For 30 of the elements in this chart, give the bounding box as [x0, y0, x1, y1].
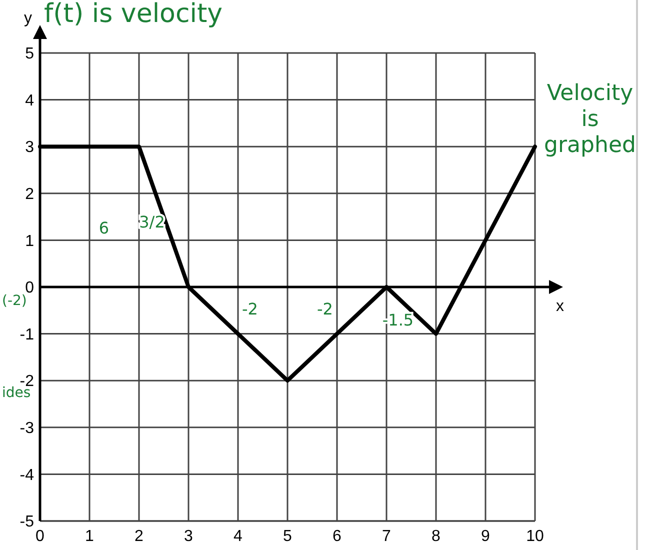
y-tick-label: 1	[25, 232, 34, 250]
text: (-2)	[2, 293, 27, 309]
x-tick-label: 6	[332, 528, 342, 545]
y-axis-title: y	[24, 10, 32, 27]
chart-title: f(t) is velocity	[44, 0, 223, 29]
x-tick-label: 8	[432, 528, 441, 545]
x-axis-title: x	[556, 298, 564, 315]
x-tick-label: 4	[234, 528, 243, 545]
y-tick-label: 3	[25, 139, 34, 156]
annotation: 3/2	[139, 212, 165, 232]
annotation: -2	[242, 300, 258, 319]
x-tick-label: 7	[382, 528, 392, 545]
x-tick-label: 1	[85, 528, 94, 545]
y-tick-label: -4	[20, 466, 34, 484]
y-tick-label: -5	[20, 514, 34, 531]
y-tick-label: -3	[20, 420, 34, 437]
x-tick-label: 10	[526, 528, 544, 545]
text: Velocity is graphed	[544, 81, 636, 158]
x-tick-label: 3	[184, 528, 194, 545]
y-tick-label: 0	[25, 280, 34, 297]
x-tick-label: 9	[481, 528, 490, 545]
y-tick-label: -1	[20, 326, 34, 344]
x-tick-label: 2	[134, 528, 144, 545]
x-tick-label: 5	[283, 528, 292, 545]
y-tick-label: 2	[25, 186, 34, 203]
y-tick-label: 4	[25, 92, 34, 110]
y-tick-label: 5	[25, 46, 34, 63]
annotation: 6	[98, 218, 110, 238]
x-tick-label: 0	[36, 528, 45, 545]
annotation: -2	[317, 300, 333, 319]
